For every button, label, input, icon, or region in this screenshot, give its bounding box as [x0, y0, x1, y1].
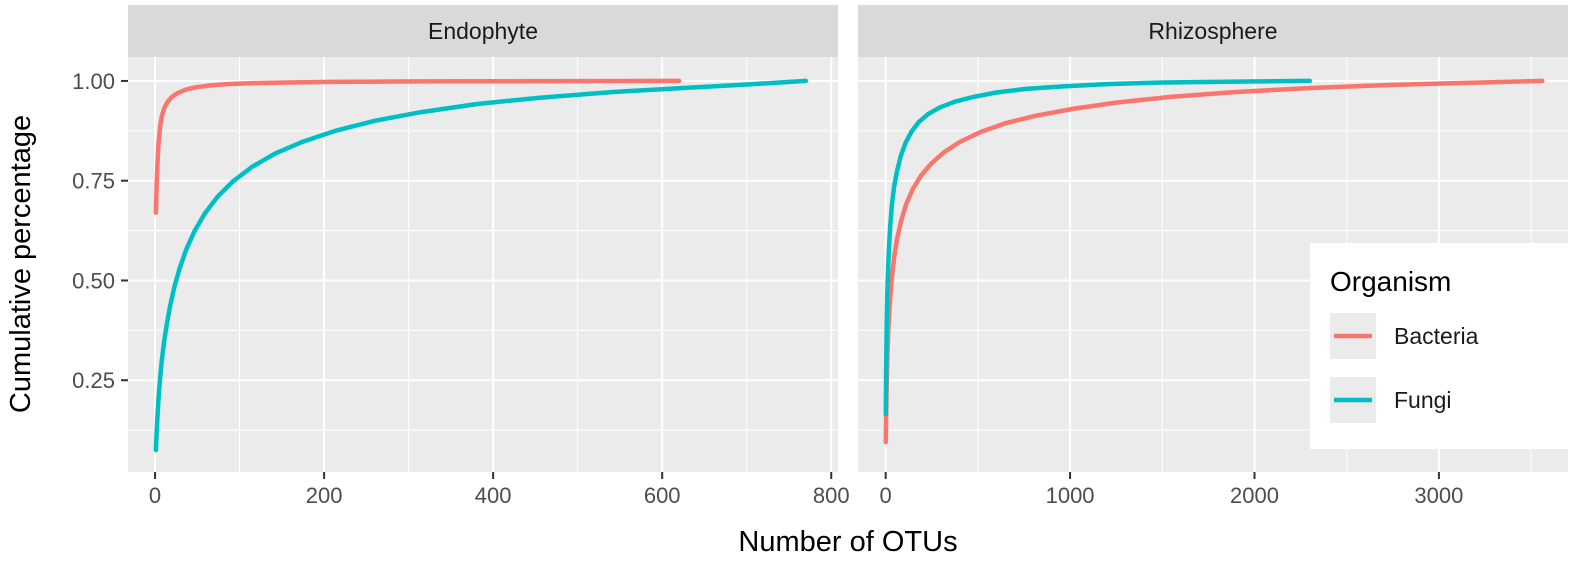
x-tick-label: 0 [880, 483, 892, 508]
x-tick-label: 800 [813, 483, 850, 508]
facet-strip [858, 5, 1568, 57]
x-axis-title: Number of OTUs [738, 526, 957, 558]
panel-background [128, 57, 838, 472]
facet-label-endophyte: Endophyte [428, 18, 538, 44]
x-tick-label: 200 [306, 483, 343, 508]
x-tick-label: 0 [149, 483, 161, 508]
y-tick-label: 0.75 [72, 169, 115, 194]
legend-label-bacteria: Bacteria [1394, 323, 1479, 349]
facet-label-rhizosphere: Rhizosphere [1148, 18, 1277, 44]
legend-label-fungi: Fungi [1394, 387, 1452, 413]
series-line-fungi [883, 78, 1313, 417]
facet-strip [128, 5, 838, 57]
y-tick-label: 0.50 [72, 268, 115, 293]
x-tick-label: 1000 [1046, 483, 1095, 508]
series-line-fungi [153, 78, 809, 453]
legend-title: Organism [1330, 266, 1451, 297]
y-tick-label: 1.00 [72, 69, 115, 94]
x-tick-label: 400 [475, 483, 512, 508]
x-tick-label: 3000 [1414, 483, 1463, 508]
series-line-bacteria [153, 78, 682, 215]
y-tick-label: 0.25 [72, 368, 115, 393]
y-axis-title: Cumulative percentage [5, 115, 37, 413]
x-tick-label: 600 [644, 483, 681, 508]
x-tick-label: 2000 [1230, 483, 1279, 508]
